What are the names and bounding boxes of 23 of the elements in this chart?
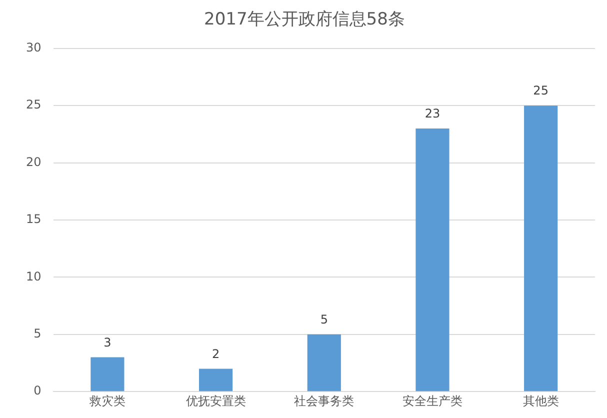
- data-label: 2: [212, 346, 220, 361]
- x-tick-label: 社会事务类: [294, 394, 354, 408]
- bar: [198, 368, 233, 392]
- bar: [524, 106, 558, 392]
- y-tick-label: 20: [26, 154, 42, 169]
- bar: [416, 128, 450, 392]
- y-tick-label: 10: [26, 269, 42, 284]
- data-label: 5: [320, 312, 328, 327]
- x-tick-label: 其他类: [522, 394, 559, 408]
- chart-title: 2017年公开政府信息58条: [204, 10, 405, 30]
- y-tick-label: 5: [34, 326, 42, 341]
- x-tick-label: 安全生产类: [402, 394, 462, 408]
- y-tick-label: 0: [34, 384, 42, 398]
- x-tick-label: 救灾类: [88, 394, 126, 408]
- data-label: 25: [533, 84, 548, 98]
- bar: [90, 357, 124, 392]
- x-tick-label: 优抚安置类: [186, 394, 246, 408]
- y-tick-label: 25: [26, 98, 42, 112]
- y-tick-label: 15: [26, 212, 42, 226]
- bar: [307, 334, 341, 392]
- data-label: 23: [424, 106, 440, 121]
- y-tick-label: 30: [26, 40, 42, 55]
- data-label: 3: [104, 335, 112, 350]
